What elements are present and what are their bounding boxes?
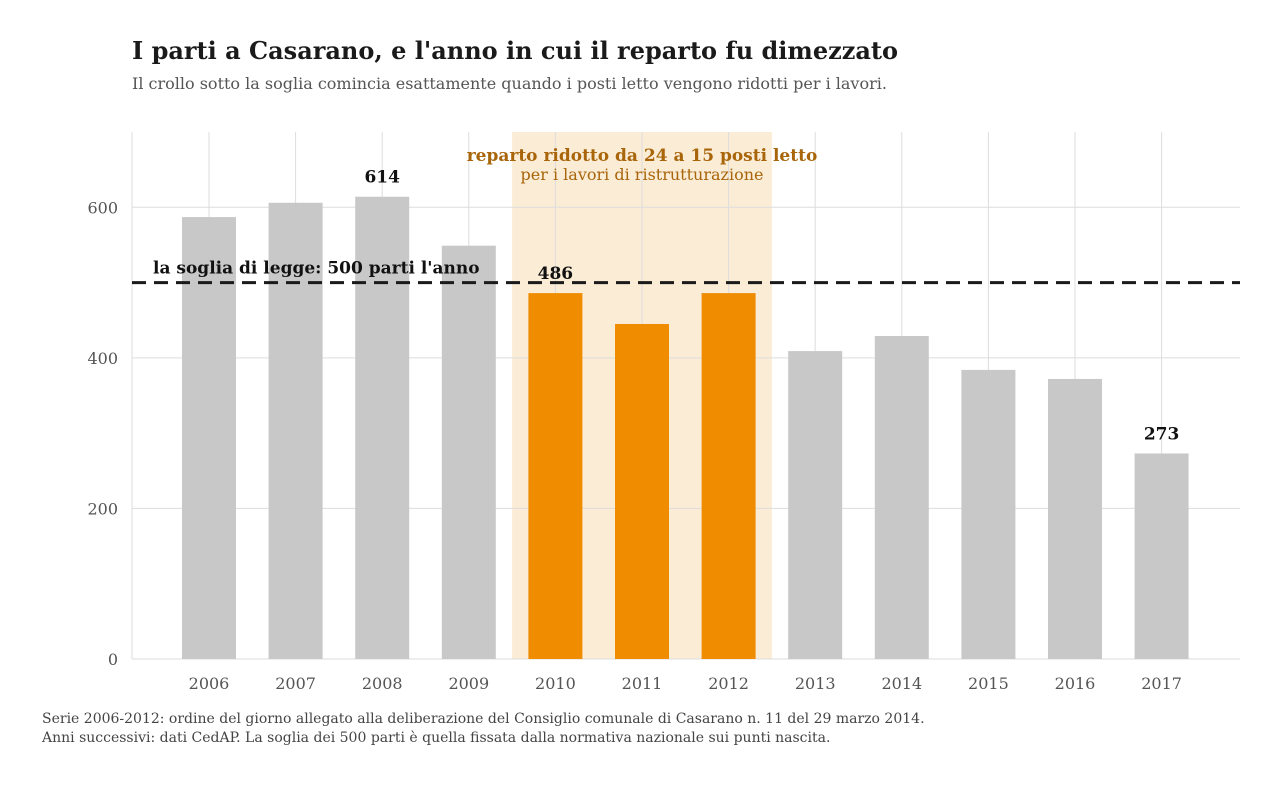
x-tick-label: 2016	[1055, 674, 1096, 693]
x-tick-label: 2009	[448, 674, 489, 693]
y-tick-label: 200	[87, 499, 118, 518]
bar-2016	[1048, 378, 1102, 659]
bar-2013	[788, 351, 843, 659]
x-tick-label: 2007	[275, 674, 316, 693]
x-tick-label: 2011	[622, 674, 663, 693]
y-tick-label: 600	[87, 198, 118, 217]
bar-2017	[1134, 453, 1189, 659]
x-tick-label: 2017	[1141, 674, 1182, 693]
bar-2011	[615, 323, 669, 659]
band-annotation-subtitle: per i lavori di ristrutturazione	[521, 165, 764, 184]
bar-2012	[701, 293, 756, 659]
x-tick-label: 2012	[708, 674, 749, 693]
bar-2006	[182, 217, 236, 659]
chart-title: I parti a Casarano, e l'anno in cui il r…	[132, 36, 898, 65]
y-tick-label: 400	[87, 349, 118, 368]
x-tick-label: 2006	[189, 674, 230, 693]
value-label-2010: 486	[538, 264, 574, 284]
footer-source-line-1: Serie 2006-2012: ordine del giorno alleg…	[42, 711, 925, 727]
band-annotation-title: reparto ridotto da 24 a 15 posti letto	[467, 146, 818, 166]
chart-footer: Serie 2006-2012: ordine del giorno alleg…	[42, 710, 1222, 748]
bar-2014	[874, 336, 929, 659]
bar-2008	[355, 196, 410, 659]
value-label-2017: 273	[1144, 424, 1180, 444]
bar-2007	[268, 202, 323, 660]
bar-2010	[528, 293, 583, 659]
chart-subtitle: Il crollo sotto la soglia comincia esatt…	[132, 74, 887, 93]
x-tick-label: 2014	[881, 674, 922, 693]
bar-2015	[961, 369, 1016, 659]
x-tick-label: 2008	[362, 674, 403, 693]
y-tick-label: 0	[108, 650, 118, 669]
threshold-label: la soglia di legge: 500 parti l'anno	[153, 259, 480, 279]
x-tick-label: 2015	[968, 674, 1009, 693]
footer-source-line-2: Anni successivi: dati CedAP. La soglia d…	[42, 730, 831, 746]
value-label-2008: 614	[364, 168, 400, 188]
x-tick-label: 2013	[795, 674, 836, 693]
bar-2009	[441, 245, 496, 659]
x-tick-label: 2010	[535, 674, 576, 693]
